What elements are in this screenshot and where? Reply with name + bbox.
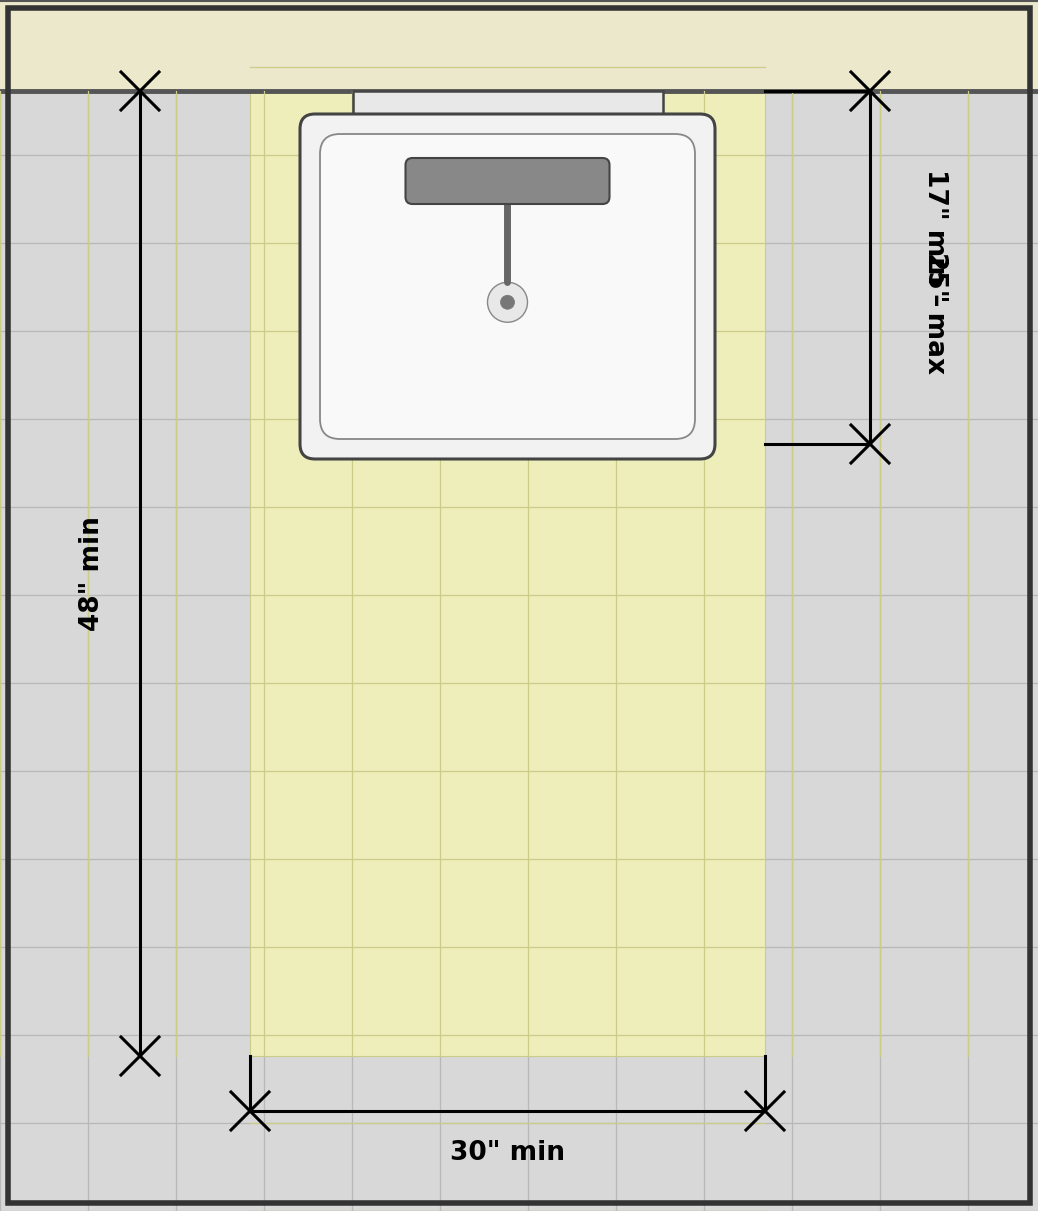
FancyBboxPatch shape — [320, 134, 695, 440]
Circle shape — [500, 295, 515, 309]
Circle shape — [488, 282, 527, 322]
FancyBboxPatch shape — [300, 114, 715, 459]
Text: 48" min: 48" min — [79, 516, 105, 631]
Bar — [353, 91, 662, 130]
Bar — [0, 0, 1038, 91]
FancyBboxPatch shape — [406, 157, 609, 203]
Text: 17" min –: 17" min – — [922, 168, 948, 306]
Text: 30" min: 30" min — [450, 1140, 565, 1166]
Bar — [250, 91, 765, 1056]
Text: 25" max: 25" max — [922, 252, 948, 373]
